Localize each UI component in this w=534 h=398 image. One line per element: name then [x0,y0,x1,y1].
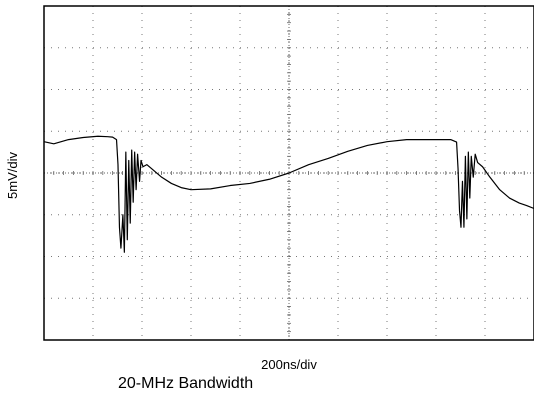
trace-layer [43,135,534,253]
oscilloscope-chart [43,5,534,341]
plot-frame [43,5,534,341]
bandwidth-caption: 20-MHz Bandwidth [118,375,254,392]
y-axis-label: 5mV/div [0,130,24,220]
x-axis-label: 200ns/div [261,357,317,372]
waveform-trace [43,135,534,253]
y-axis-label-text: 5mV/div [4,151,20,199]
